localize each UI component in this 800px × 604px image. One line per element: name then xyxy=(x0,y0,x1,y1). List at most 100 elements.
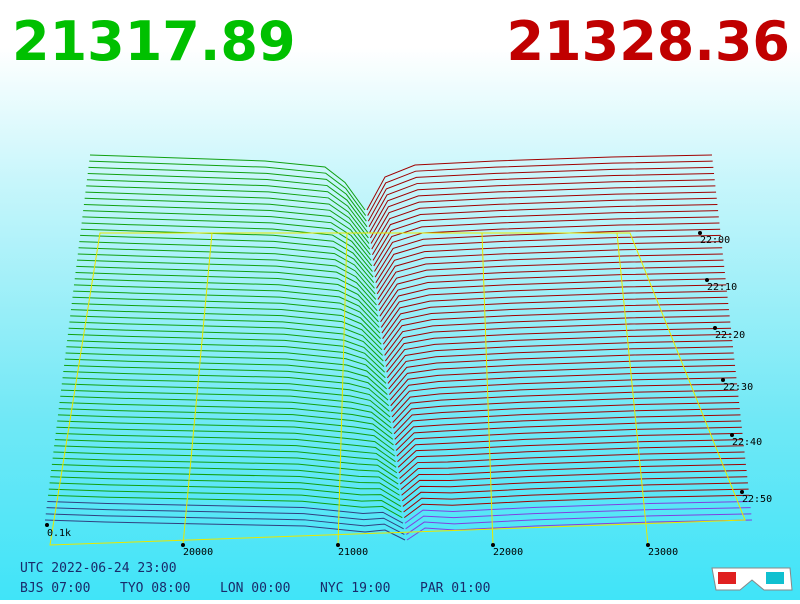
bid-line xyxy=(73,284,380,328)
time-tick-label: 22:50 xyxy=(742,494,772,505)
grid-line xyxy=(616,232,649,546)
time-tick-label: 22:00 xyxy=(700,235,730,246)
bid-line xyxy=(77,253,377,300)
ask-line xyxy=(391,377,737,412)
ask-line xyxy=(401,470,747,496)
ask-line xyxy=(393,401,740,435)
bid-line xyxy=(80,234,375,284)
bid-line xyxy=(60,395,392,429)
bid-line xyxy=(72,296,381,339)
bid-line xyxy=(70,309,383,351)
ask-line xyxy=(390,371,736,407)
bid-price: 21317.89 xyxy=(12,10,296,73)
ask-line xyxy=(375,234,721,283)
bid-line xyxy=(87,173,368,228)
ask-price: 21328.36 xyxy=(506,10,790,73)
glasses-icon xyxy=(711,567,793,591)
bid-line xyxy=(61,383,391,418)
ask-line xyxy=(382,296,728,339)
ask-line xyxy=(405,507,751,530)
ask-line xyxy=(378,265,725,311)
bid-line xyxy=(64,358,388,395)
floor xyxy=(49,232,746,546)
zone-time: BJS 07:00 xyxy=(20,581,90,596)
tick-dot xyxy=(181,543,185,547)
ask-line xyxy=(399,457,746,485)
ask-line xyxy=(399,451,745,479)
bid-line xyxy=(54,439,397,468)
utc-time: UTC 2022-06-24 23:00 xyxy=(20,561,177,576)
bid-line xyxy=(76,265,378,312)
bid-line xyxy=(50,476,401,502)
ask-line xyxy=(384,315,730,356)
price-tick-label: 20000 xyxy=(183,547,213,558)
zone-time: PAR 01:00 xyxy=(420,581,490,596)
bid-line xyxy=(58,408,394,440)
tick-dot xyxy=(730,433,734,437)
bid-line xyxy=(70,315,383,356)
ask-line xyxy=(382,302,729,345)
ask-line xyxy=(378,259,724,306)
bid-line xyxy=(77,259,377,306)
ask-line xyxy=(391,383,738,418)
bid-line xyxy=(46,507,404,530)
bid-line xyxy=(68,327,385,367)
bid-line xyxy=(88,166,367,222)
ask-line xyxy=(401,476,748,502)
zone-time: LON 00:00 xyxy=(220,581,290,596)
bid-line xyxy=(59,401,393,435)
bid-line xyxy=(63,371,390,407)
ask-line xyxy=(406,519,753,541)
zone-time: NYC 19:00 xyxy=(320,581,390,596)
ask-line xyxy=(371,197,717,250)
tick-dot xyxy=(491,543,495,547)
ask-line xyxy=(385,327,731,367)
ask-line xyxy=(381,290,727,334)
depth-lines xyxy=(44,154,753,541)
bid-line xyxy=(80,228,374,278)
ask-line xyxy=(395,420,742,451)
bid-line xyxy=(66,346,387,384)
bid-line xyxy=(61,389,392,423)
ask-line xyxy=(392,389,738,423)
price-tick-label: 21000 xyxy=(338,547,368,558)
ask-line xyxy=(374,222,720,272)
bid-line xyxy=(86,185,369,239)
bid-line xyxy=(53,451,398,479)
ask-line xyxy=(403,494,750,519)
ask-line xyxy=(394,408,740,440)
ask-line xyxy=(372,210,719,261)
bid-line xyxy=(67,340,386,379)
bid-line xyxy=(69,321,384,362)
ask-line xyxy=(387,346,734,384)
time-tick-label: 22:10 xyxy=(707,282,737,293)
tick-dot xyxy=(646,543,650,547)
bid-line xyxy=(71,302,382,345)
bid-line xyxy=(47,500,404,524)
ask-line xyxy=(384,321,731,362)
tick-dot xyxy=(721,378,725,382)
bid-line xyxy=(79,241,375,289)
ask-line xyxy=(400,463,746,491)
bid-line xyxy=(89,154,366,211)
tick-dot xyxy=(740,490,744,494)
bid-line xyxy=(44,519,406,541)
ask-line xyxy=(380,284,727,328)
bid-line xyxy=(84,197,371,250)
bid-line xyxy=(83,210,372,261)
bid-line xyxy=(51,463,400,491)
ask-line xyxy=(397,439,744,468)
ask-line xyxy=(404,500,750,524)
bid-line xyxy=(64,364,389,401)
ask-line xyxy=(395,414,741,446)
bid-line xyxy=(81,222,373,272)
price-tick-label: 22000 xyxy=(493,547,523,558)
ask-line xyxy=(389,364,736,401)
ask-line xyxy=(370,191,717,244)
tick-dot xyxy=(705,278,709,282)
ask-line xyxy=(369,185,716,239)
ask-line xyxy=(367,160,713,216)
ask-line xyxy=(376,241,722,289)
